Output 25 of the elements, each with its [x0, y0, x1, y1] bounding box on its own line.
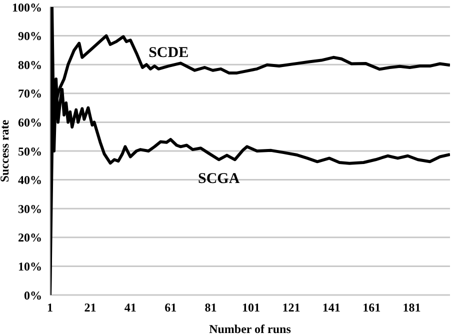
series-label: SCDE [148, 45, 190, 62]
x-tick-label: 141 [322, 300, 340, 315]
y-tick-label: 70% [18, 86, 42, 101]
y-tick-label: 50% [18, 144, 42, 158]
y-tick-label: 30% [18, 202, 42, 216]
y-axis-title: Success rate [0, 119, 12, 182]
x-tick-label: 181 [402, 300, 421, 315]
x-tick-label: 21 [84, 300, 96, 315]
y-tick-label: 10% [18, 259, 42, 274]
x-axis-title: Number of runs [209, 322, 292, 335]
x-tick-label: 101 [242, 300, 260, 315]
y-tick-label: 60% [18, 115, 42, 130]
x-tick-label: 41 [124, 300, 136, 315]
y-tick-label: 80% [18, 58, 42, 72]
y-tick-label: 40% [18, 173, 42, 188]
y-tick-label: 20% [18, 230, 42, 245]
x-tick-label: 1 [47, 300, 53, 315]
x-tick-label: 81 [204, 300, 217, 315]
x-tick-label: 61 [164, 300, 177, 315]
y-tick-label: 0% [24, 288, 42, 302]
x-tick-label: 161 [362, 300, 381, 315]
y-tick-label: 90% [18, 29, 42, 44]
x-tick-label: 121 [282, 300, 300, 315]
y-tick-label: 100% [12, 0, 42, 14]
series-label: SCGA [197, 170, 241, 188]
